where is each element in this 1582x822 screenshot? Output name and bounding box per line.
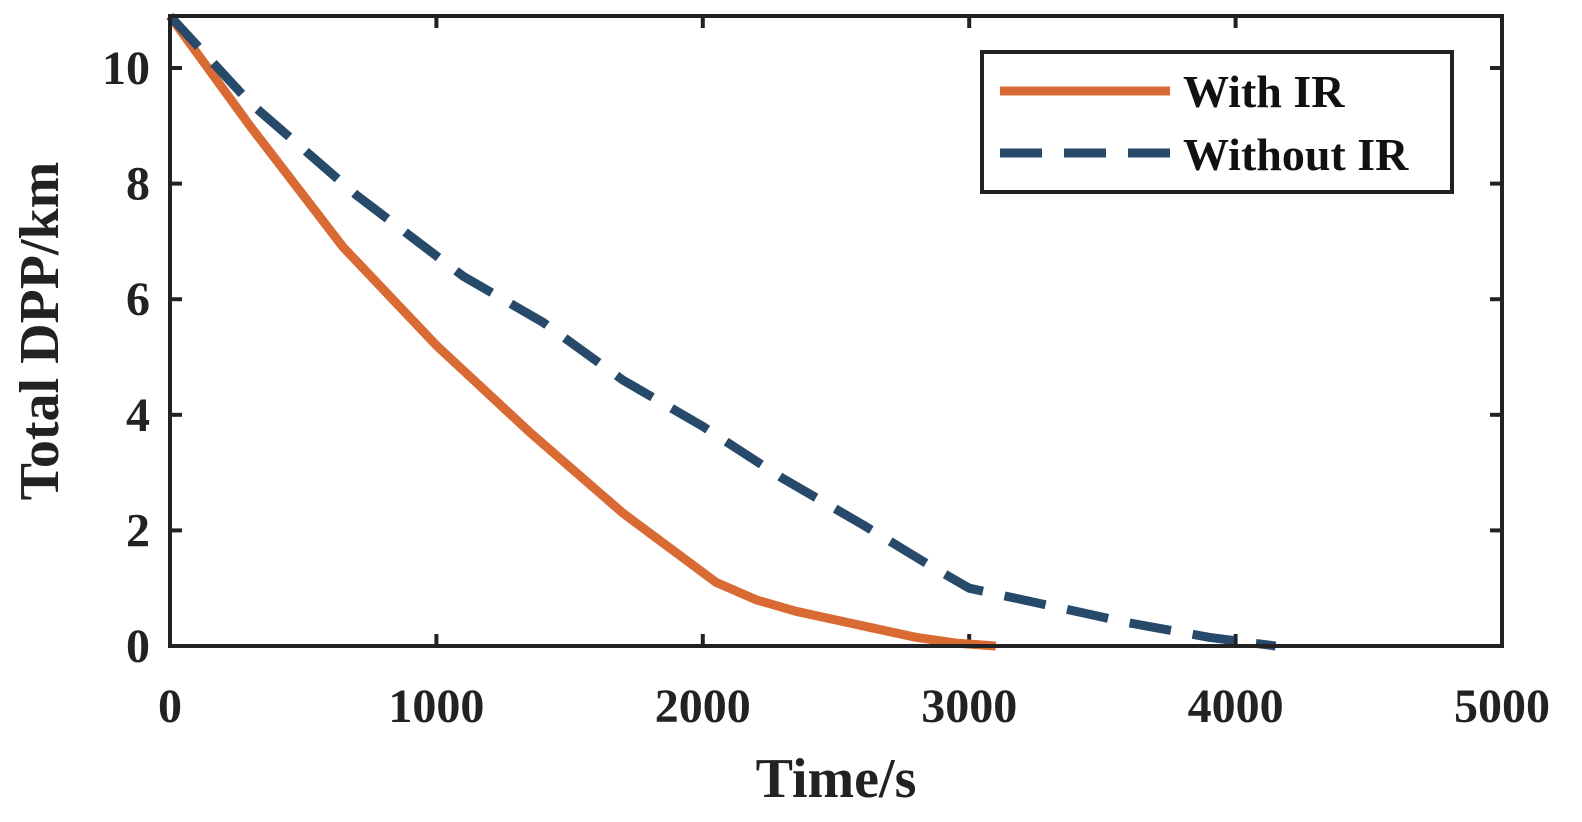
legend-box — [980, 50, 1454, 194]
series-layer — [166, 12, 1277, 651]
y-tick-label: 8 — [126, 158, 150, 211]
legend-label-with-ir: With IR — [1183, 66, 1345, 117]
y-tick-label: 10 — [102, 42, 150, 95]
y-tick-label: 6 — [126, 273, 150, 326]
series-line-with-ir — [166, 13, 997, 651]
x-tick-label: 3000 — [921, 680, 1017, 733]
y-axis-title: Total DPP/km — [9, 162, 71, 501]
x-tick-label: 5000 — [1454, 680, 1550, 733]
x-tick-label: 1000 — [388, 680, 484, 733]
plot-frame — [168, 14, 1504, 648]
x-axis-title: Time/s — [756, 748, 917, 810]
legend-label-without-ir: Without IR — [1183, 129, 1409, 180]
x-tick-label: 2000 — [655, 680, 751, 733]
series-line-without-ir — [166, 12, 1277, 651]
legend: With IR Without IR — [980, 50, 1454, 194]
y-tick-label: 0 — [126, 620, 150, 673]
tick-labels: 0 1000 2000 3000 4000 5000 0 2 4 6 8 10 — [102, 42, 1550, 733]
y-tick-label: 2 — [126, 504, 150, 557]
x-tick-label: 4000 — [1188, 680, 1284, 733]
y-tick-label: 4 — [126, 389, 150, 442]
x-tick-label: 0 — [158, 680, 182, 733]
